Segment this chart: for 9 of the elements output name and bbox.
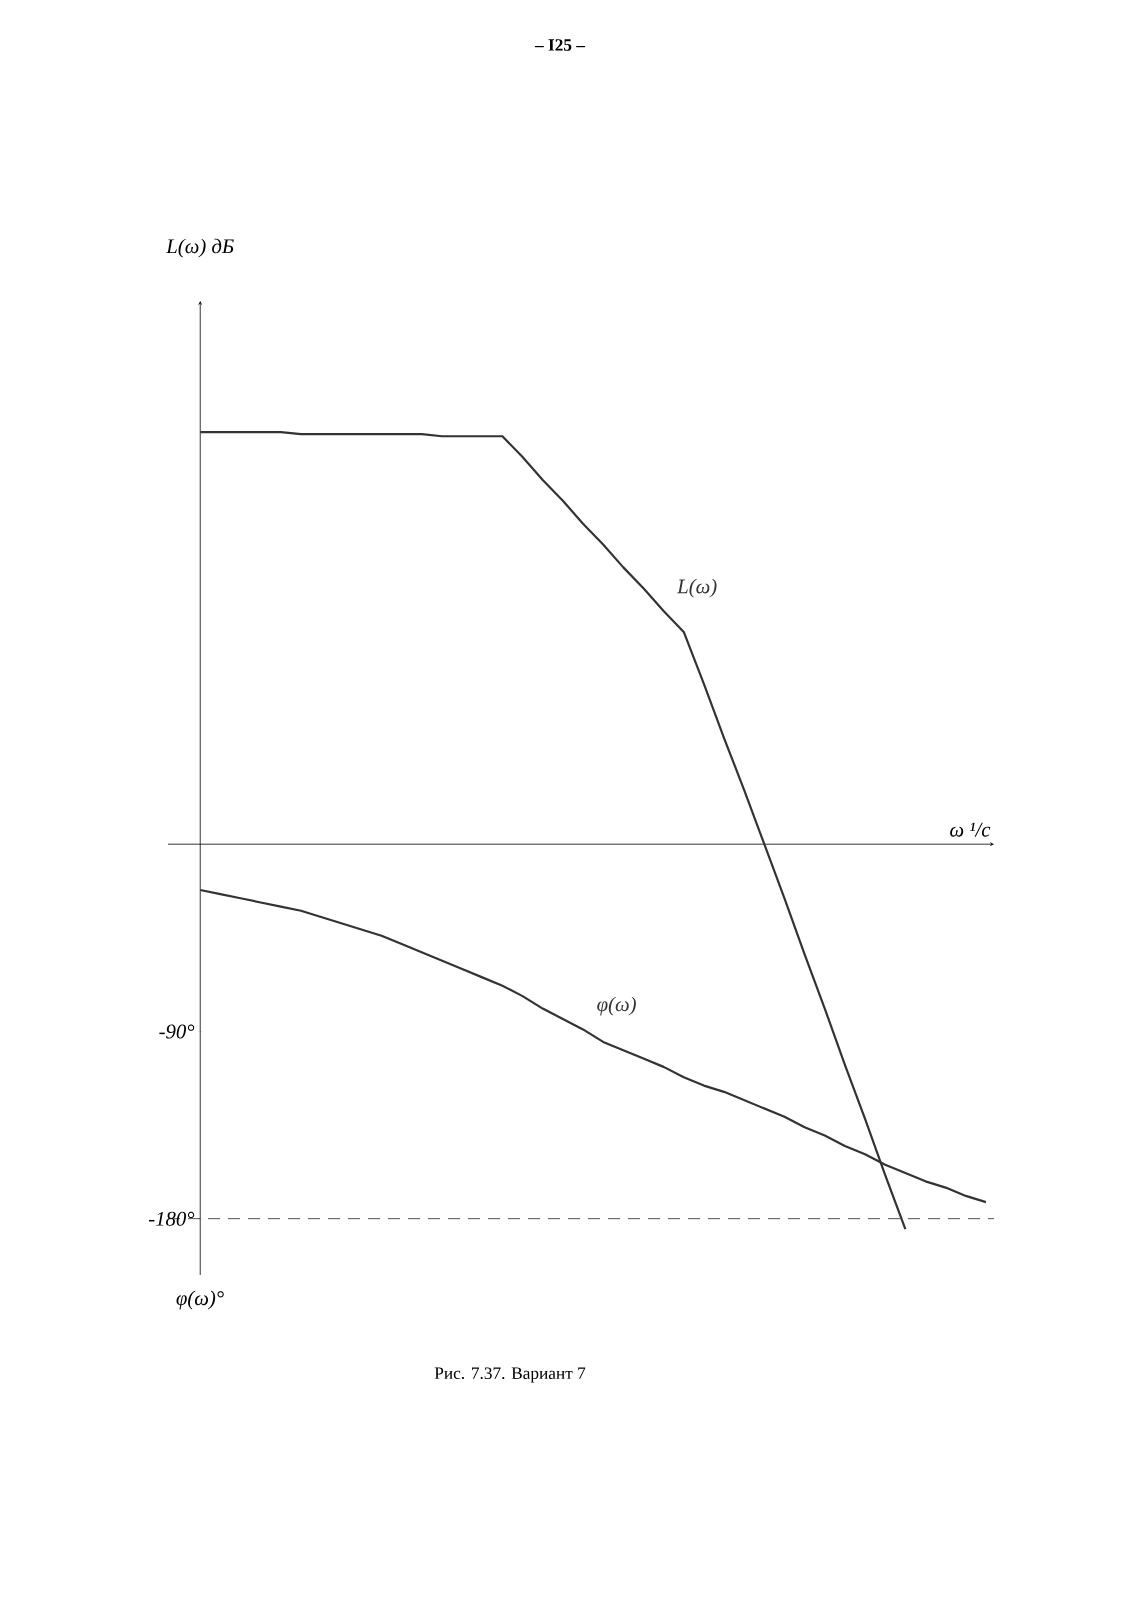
- y-axis-title: L(ω) дБ: [166, 238, 234, 258]
- text: φ(ω)°: [176, 1290, 224, 1310]
- series-label: L(ω): [676, 578, 717, 598]
- series-label: φ(ω): [597, 996, 636, 1016]
- text: Рис. 7.37. Вариант 7: [434, 1367, 586, 1383]
- x-axis-title: ω ¹/c: [950, 822, 991, 837]
- y-tick-label: -90°: [159, 1024, 195, 1039]
- y-tick-label: -180°: [149, 1211, 195, 1226]
- text: – I25 –: [534, 39, 586, 51]
